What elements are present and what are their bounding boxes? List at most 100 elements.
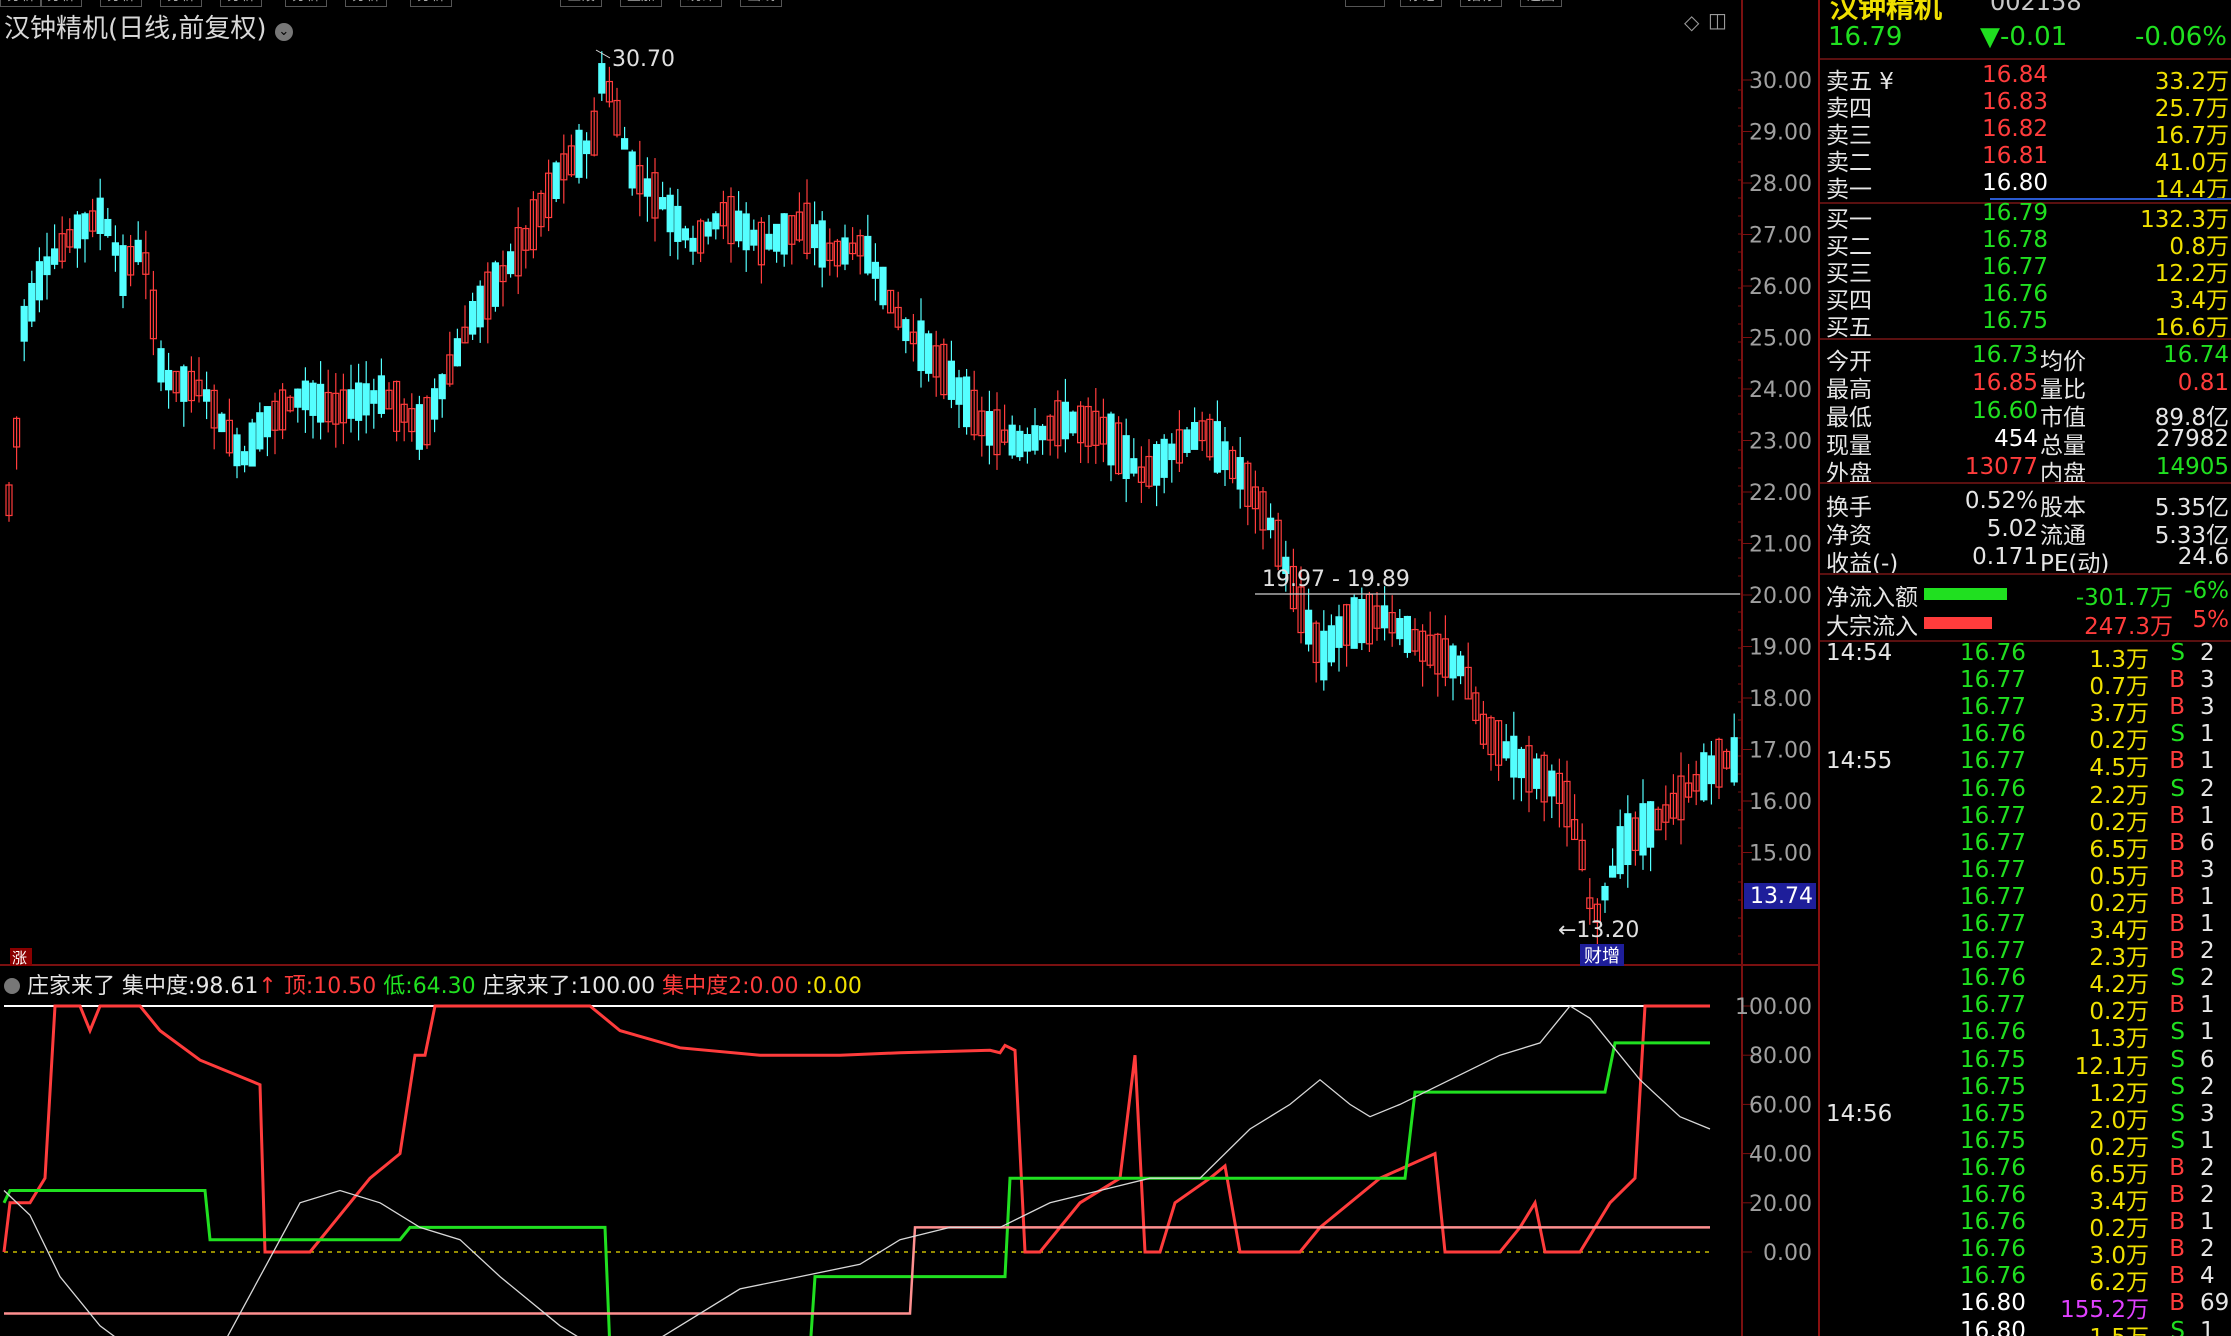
tick-price: 16.77 — [1960, 802, 2026, 829]
rise-badge — [10, 948, 32, 966]
tick-count: 2 — [2200, 1154, 2215, 1181]
window-toggle-icon[interactable]: ◫ — [1708, 8, 1727, 32]
candle-body — [279, 389, 287, 431]
candle-body — [818, 220, 826, 268]
toolbar-button[interactable]: 指标 — [1460, 0, 1502, 7]
tick-price: 16.77 — [1960, 667, 2026, 694]
stat-value: 0.171 — [1972, 544, 2038, 570]
indicator-menu-icon[interactable] — [4, 978, 20, 994]
candle-body — [613, 99, 621, 136]
tick-row: 16.76 6.2万 B 4 — [1820, 1263, 2231, 1296]
candle-body — [522, 227, 530, 251]
tick-side: B — [2169, 992, 2185, 1019]
candle-body — [453, 338, 461, 367]
candle-body — [1563, 780, 1571, 828]
candle-body — [301, 380, 309, 411]
tick-side: S — [2170, 775, 2185, 802]
stat-value: 0.52% — [1964, 488, 2038, 514]
candle-body — [385, 389, 393, 410]
tick-price: 16.75 — [1960, 1127, 2026, 1154]
toolbar-button[interactable]: 标记 — [1400, 0, 1442, 7]
candle-body — [1099, 416, 1108, 445]
candle-body — [423, 396, 431, 446]
range-label: 19.97 - 19.89 — [1262, 567, 1410, 592]
tick-side: B — [2169, 883, 2185, 910]
candle-body — [1510, 735, 1518, 778]
toolbar-button[interactable]: 分析 — [160, 0, 202, 7]
stat-label: 净资 — [1826, 523, 1872, 549]
tick-volume: 2.2万 — [2089, 782, 2149, 809]
stat-row: 收益(-) 0.171 PE(动) 24.6 — [1820, 544, 2231, 577]
low-price-label: ←13.20 — [1558, 918, 1639, 943]
flow-bar — [1924, 588, 2007, 600]
price-axis-label: 16.00 — [1749, 790, 1812, 815]
tick-row: 14:54 16.76 1.3万 S 2 — [1820, 640, 2231, 673]
diamond-icon[interactable]: ◇ — [1684, 10, 1700, 34]
tick-price: 16.77 — [1960, 911, 2026, 937]
candle-body — [696, 220, 705, 254]
candle-body — [856, 235, 864, 257]
high-marker-line — [595, 49, 611, 59]
event-badge — [1580, 944, 1624, 966]
candle-body — [651, 172, 659, 219]
toolbar-button[interactable]: 分析 — [220, 0, 262, 7]
toolbar-button[interactable]: 区段 — [560, 0, 602, 7]
dropdown-chevron-icon[interactable]: ⌄ — [274, 23, 293, 41]
candle-body — [134, 239, 142, 263]
candle-body — [1380, 605, 1389, 629]
candle-body — [1160, 438, 1168, 478]
candle-body — [1016, 430, 1024, 458]
toolbar-button[interactable]: 分析 — [345, 0, 387, 7]
toolbar-button[interactable]: 画线 — [740, 0, 782, 7]
toolbar-button[interactable]: 分析 — [0, 0, 42, 7]
candle-body — [727, 195, 735, 245]
candle-body — [1700, 752, 1708, 801]
tick-price: 16.76 — [1960, 1182, 2026, 1208]
candle-body — [917, 320, 925, 372]
toolbar-button[interactable]: 返回 — [1520, 0, 1562, 7]
candle-body — [1578, 839, 1586, 871]
divider — [1820, 482, 2231, 484]
change-percent: -0.06% — [2135, 22, 2227, 52]
candle-body — [332, 392, 340, 425]
candle-body — [1373, 605, 1381, 629]
candle-body — [1639, 803, 1647, 856]
toolbar-button[interactable]: 分析 — [410, 0, 452, 7]
candle-body — [1206, 418, 1214, 458]
jzd-red-line — [2, 1004, 1710, 1254]
candle-body — [810, 224, 819, 249]
ask-price: 16.82 — [1982, 116, 2048, 142]
toolbar-button[interactable]: F10 — [1345, 0, 1385, 7]
kline-chart-area[interactable]: 汉钟精机(日线,前复权) ⌄ 分析分析分析分析分析分析分析分析区段叠加统计画线F… — [0, 0, 1818, 1336]
candle-body — [104, 218, 112, 237]
toolbar-button[interactable]: 分析 — [40, 0, 82, 7]
toolbar-button[interactable]: 叠加 — [620, 0, 662, 7]
candle-body — [560, 153, 568, 181]
candle-body — [681, 228, 690, 241]
bid-price: 16.76 — [1982, 281, 2048, 307]
ask-price: 16.80 — [1982, 170, 2048, 196]
toolbar-button[interactable]: 分析 — [100, 0, 142, 7]
tick-row: 16.77 0.2万 B 1 — [1820, 992, 2231, 1025]
candle-body — [1122, 435, 1130, 480]
tick-row: 16.76 3.0万 B 2 — [1820, 1236, 2231, 1269]
candle-body — [1669, 792, 1678, 819]
zjll-white-line — [3, 1005, 1711, 1336]
tick-count: 2 — [2200, 775, 2215, 802]
tick-price: 16.80 — [1960, 1317, 2026, 1336]
candle-body — [241, 451, 249, 466]
tick-count: 2 — [2200, 640, 2215, 666]
candle-body — [1684, 782, 1693, 798]
stat-row: 现量 454 总量 27982 — [1820, 426, 2231, 459]
toolbar-button[interactable]: 统计 — [680, 0, 722, 7]
price-change: ▼-0.01 — [1980, 22, 2068, 52]
rise-badge-text: 涨 — [12, 949, 27, 967]
bid-volume: 12.2万 — [2154, 261, 2229, 287]
bid-label: 买五 — [1826, 315, 1872, 341]
toolbar-button[interactable]: 分析 — [285, 0, 327, 7]
tick-count: 1 — [2200, 1127, 2215, 1154]
price-axis-label: 18.00 — [1749, 687, 1812, 712]
candlestick-chart[interactable]: 30.00 29.00 28.00 27.00 26.00 25.00 24.00 23.00… — [0, 0, 1818, 1336]
candle-body — [1023, 434, 1032, 452]
candle-body — [1342, 604, 1351, 646]
